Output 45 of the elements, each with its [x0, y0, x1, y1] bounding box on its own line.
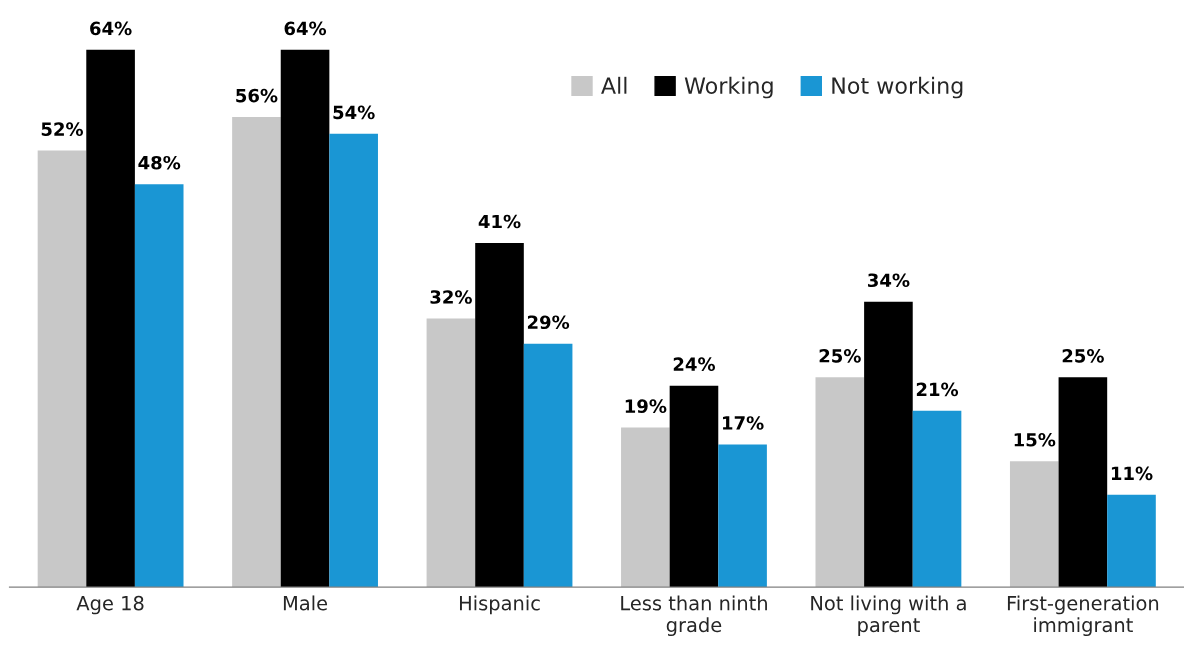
data-label: 15% — [1014, 432, 1056, 447]
bar — [718, 444, 767, 588]
bar — [86, 49, 135, 588]
x-tick-label: Hispanic — [460, 595, 540, 615]
bar — [37, 150, 87, 588]
data-label: 34% — [868, 273, 910, 288]
bar — [523, 343, 573, 588]
data-label: 25% — [819, 348, 861, 363]
x-tick-label: First-generation immigrant — [1007, 595, 1159, 637]
x-tick-label: Age 18 — [76, 595, 144, 615]
bar — [621, 427, 670, 588]
bar — [329, 133, 378, 588]
data-label: 11% — [1111, 466, 1153, 481]
bar — [669, 385, 719, 588]
data-label: 56% — [236, 88, 278, 103]
bar — [1107, 494, 1156, 588]
bar — [1058, 377, 1108, 588]
x-tick-label: Less than ninth grade — [621, 595, 767, 637]
x-tick-label: Not living with a parent — [811, 595, 966, 637]
data-label: 24% — [673, 357, 715, 372]
bar — [1009, 461, 1059, 588]
data-label: 25% — [1062, 348, 1104, 363]
data-label: 64% — [90, 21, 132, 36]
data-label: 41% — [478, 214, 521, 229]
bar — [815, 377, 865, 588]
legend-label: Working — [684, 76, 773, 99]
data-label: 54% — [333, 105, 375, 120]
bar — [280, 49, 330, 588]
bar — [232, 116, 281, 588]
data-label: 17% — [723, 416, 764, 430]
bar — [134, 184, 184, 588]
data-label: 48% — [138, 155, 181, 170]
data-label: 52% — [41, 122, 84, 136]
data-label: 32% — [430, 290, 472, 304]
x-tick-label: Male — [283, 595, 328, 611]
legend-label: All — [601, 76, 627, 94]
data-label: 19% — [625, 399, 667, 413]
data-label: 29% — [527, 315, 570, 330]
data-label: 21% — [916, 382, 959, 397]
bar — [864, 301, 913, 588]
data-label: 64% — [284, 21, 327, 36]
bar — [475, 242, 524, 588]
bar — [426, 318, 476, 588]
legend-label: Not working — [832, 76, 963, 99]
bar — [912, 410, 962, 588]
